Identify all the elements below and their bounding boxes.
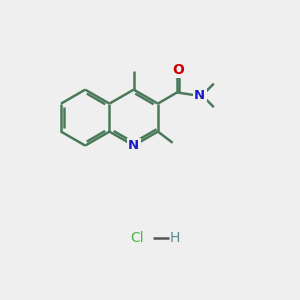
Text: Cl: Cl (130, 231, 144, 245)
Text: N: N (128, 139, 139, 152)
Text: H: H (170, 231, 180, 245)
Text: O: O (172, 63, 184, 77)
Text: N: N (194, 89, 205, 102)
